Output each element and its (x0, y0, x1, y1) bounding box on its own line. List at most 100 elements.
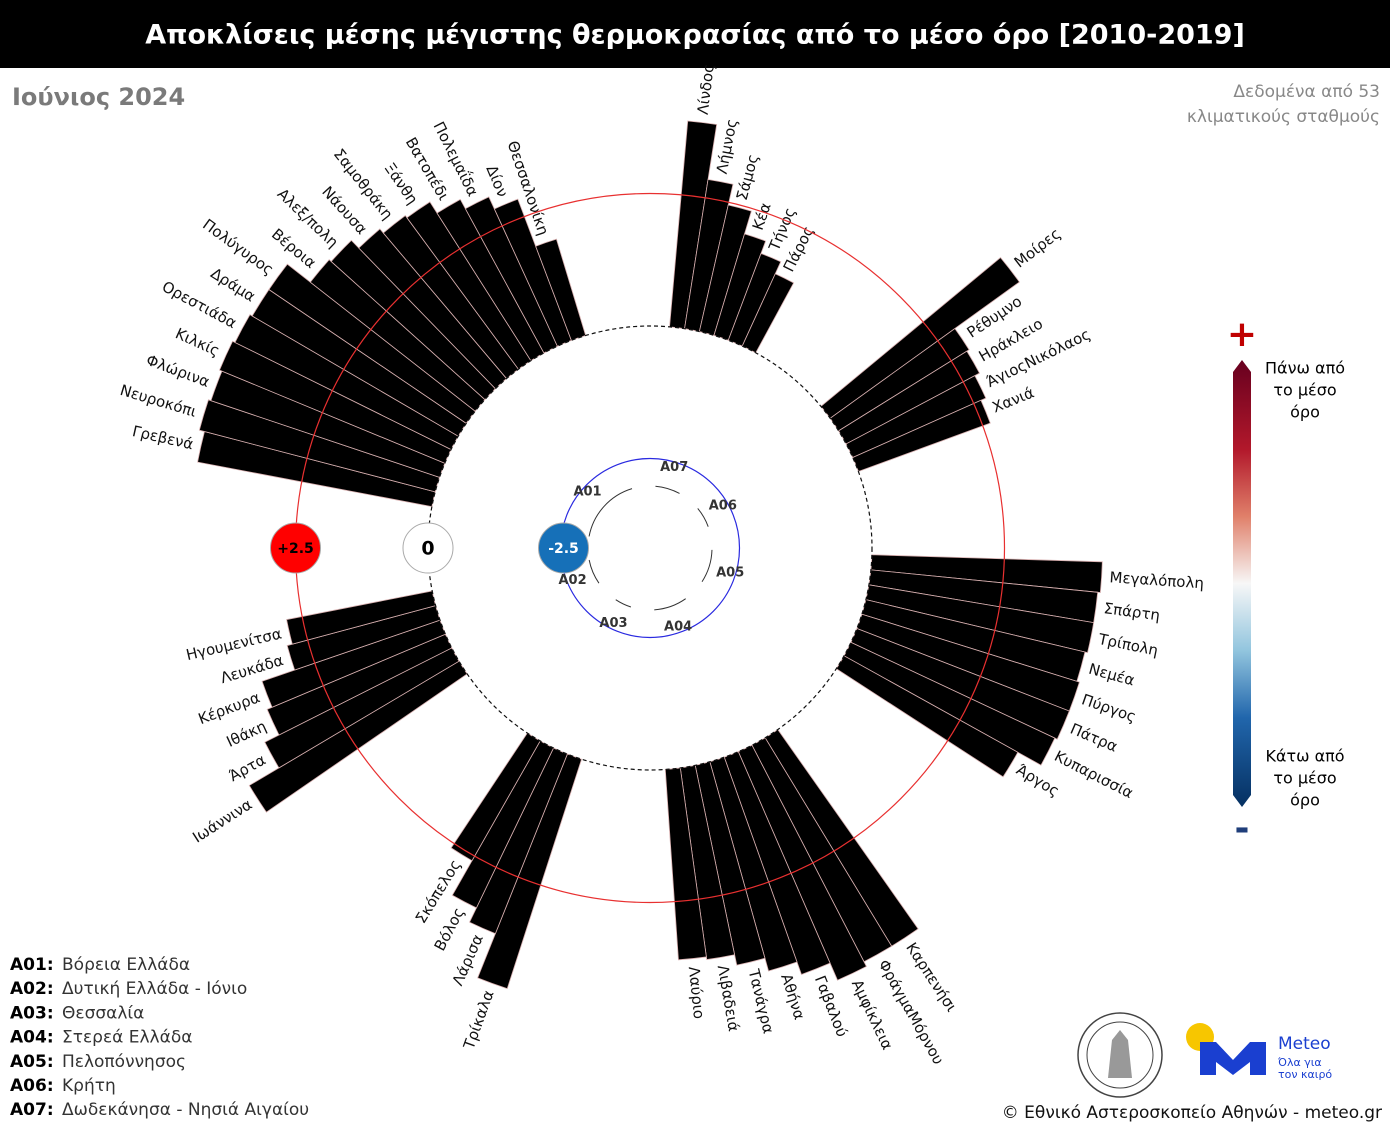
station-label: Κέα (749, 200, 775, 232)
bar (286, 590, 437, 645)
legend-code: A05: (10, 1052, 54, 1072)
bar (694, 761, 766, 966)
legend-code: A03: (10, 1003, 54, 1023)
region-label: A04 (664, 620, 692, 635)
colorbar-label: Κάτω από (1265, 747, 1344, 766)
region-label: A02 (559, 573, 587, 588)
logo-name: Meteo (1278, 1034, 1331, 1054)
region-label: A07 (660, 460, 688, 475)
station-label: Τρίκαλα (460, 988, 498, 1053)
station-label: Γρεβενά (131, 422, 195, 453)
bar (709, 756, 798, 972)
bar (741, 273, 795, 354)
region-label: A06 (709, 499, 737, 514)
bar (535, 238, 587, 341)
station-label: Μεγαλόπολη (1109, 568, 1204, 592)
chart-title: Αποκλίσεις μέσης μέγιστης θερμοκρασίας α… (145, 20, 1245, 51)
region-arc (655, 485, 680, 494)
bar (261, 619, 446, 708)
bar (382, 214, 519, 380)
station-label: Φλώρινα (144, 351, 212, 391)
tick-badge (538, 522, 589, 574)
region-label: A01 (573, 484, 601, 499)
station-label: Δράμα (207, 264, 258, 305)
bar (835, 655, 1019, 778)
legend-text: Δωδεκάνησα - Νησιά Αιγαίου (62, 1100, 309, 1120)
legend-text: Θεσσαλία (62, 1003, 144, 1023)
station-label: Νεμέα (1087, 660, 1137, 690)
station-label: Λάρισα (449, 932, 487, 989)
station-label: Λίνδος (694, 63, 718, 116)
observatory-seal (1077, 1012, 1163, 1098)
legend-code: A04: (10, 1028, 54, 1048)
grid-circle (427, 325, 873, 771)
bar (820, 256, 1020, 419)
title-bar (0, 0, 1390, 68)
colorbar-plus: + (1227, 314, 1257, 355)
station-label: Κυπαρισσία (1051, 747, 1136, 802)
station-label: Τανάγρα (744, 966, 777, 1035)
station-label: Αθήνα (777, 971, 808, 1022)
colorbar-label: το μέσο (1273, 769, 1336, 788)
bar (218, 340, 452, 464)
legend-text: Βόρεια Ελλάδα (62, 955, 190, 975)
subtitle: Ιούνιος 2024 (12, 83, 185, 111)
note: κλιματικούς σταθμούς (1187, 107, 1380, 127)
station-label: Πάτρα (1068, 720, 1121, 756)
station-label: Νευροκόπι (118, 381, 199, 421)
colorbar (1233, 360, 1251, 807)
colorbar-label: Πάνω από (1265, 359, 1345, 378)
legend-code: A01: (10, 955, 54, 975)
region-arc (615, 599, 632, 608)
legend-code: A06: (10, 1076, 54, 1096)
station-label: Χανιά (990, 383, 1037, 416)
region-arc (588, 559, 600, 584)
meteo-logo (1186, 1023, 1266, 1075)
region-arc (701, 549, 713, 582)
bar (468, 747, 568, 935)
bar (234, 314, 459, 451)
station-label: Σάμος (733, 152, 762, 202)
station-label: Κιλκίς (173, 324, 223, 360)
bar (358, 228, 508, 390)
bar (450, 732, 541, 862)
region-arc (654, 598, 686, 611)
legend-code: A07: (10, 1100, 54, 1120)
tick-badge (270, 522, 321, 574)
region-arc (588, 488, 633, 537)
tick-badge (402, 522, 454, 574)
station-label: Γαβαλού (811, 973, 851, 1040)
legend-text: Κρήτη (62, 1076, 116, 1096)
station-label: Άργος (1013, 761, 1062, 801)
tick-label: +2.5 (277, 541, 314, 557)
station-label: Ιθάκη (224, 717, 270, 751)
colorbar-label: όρο (1290, 791, 1320, 810)
bar (286, 605, 441, 671)
station-label: Ιωάννινα (189, 795, 255, 846)
station-label: Λαύριο (685, 966, 708, 1020)
station-label: Μοίρες (1011, 224, 1064, 271)
colorbar-label: το μέσο (1273, 381, 1336, 400)
logo-slogan: Όλα για (1277, 1056, 1322, 1069)
logo-slogan: τον καιρό (1278, 1068, 1332, 1081)
bar (406, 201, 532, 370)
region-label: A03 (599, 616, 627, 631)
bar (852, 399, 991, 473)
station-label: Βόλος (431, 904, 468, 953)
footer: © Εθνικό Αστεροσκοπείο Αθηνών - meteo.gr (1002, 1103, 1382, 1123)
tick-label: 0 (421, 538, 434, 560)
legend-text: Πελοπόννησος (62, 1052, 186, 1072)
tick-label: -2.5 (548, 541, 579, 557)
station-label: Πολύγυρος (199, 215, 277, 278)
note: Δεδομένα από 53 (1233, 82, 1380, 102)
legend-text: Δυτική Ελλάδα - Ιόνιο (62, 979, 247, 999)
bar (451, 740, 555, 909)
colorbar-label: όρο (1290, 403, 1320, 422)
station-label: Λιβαδειά (714, 964, 743, 1033)
bar (843, 641, 1056, 766)
station-label: Πύργος (1079, 690, 1138, 726)
station-label: Τρίπολη (1096, 630, 1160, 660)
legend-code: A02: (10, 979, 54, 999)
legend-text: Στερεά Ελλάδα (62, 1028, 192, 1048)
